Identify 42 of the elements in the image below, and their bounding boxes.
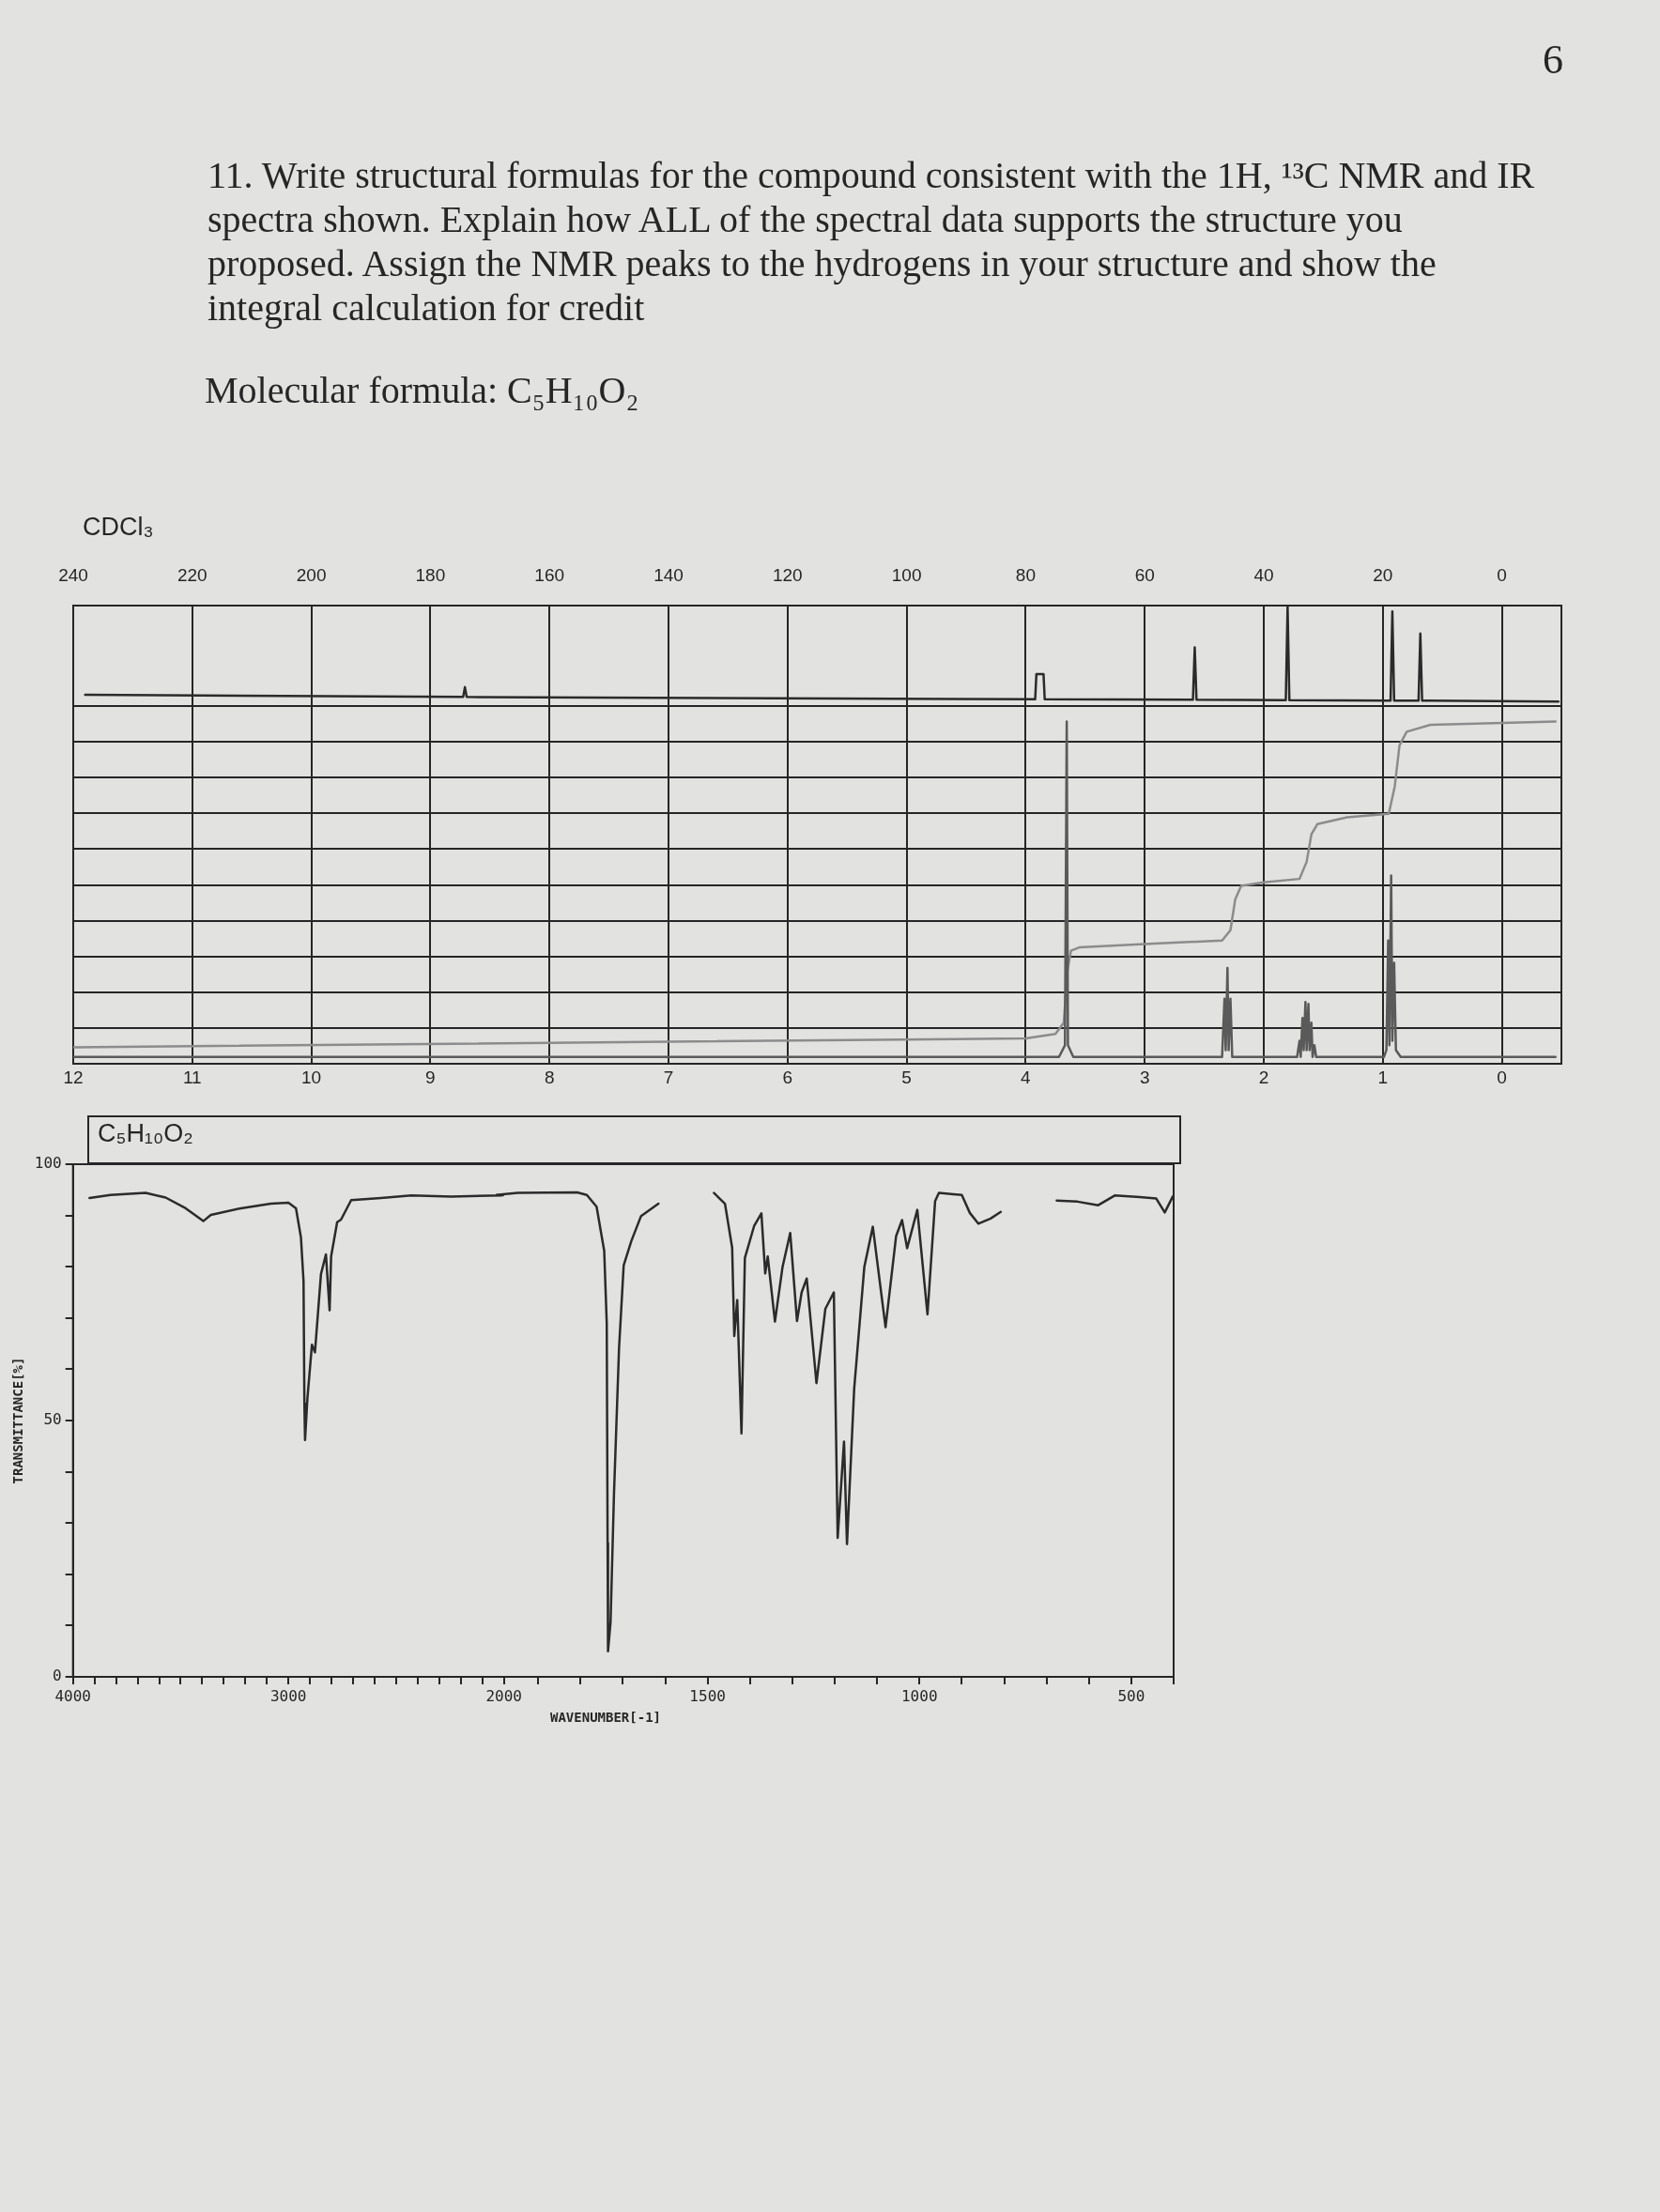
x-tick-label: 200 <box>296 564 327 585</box>
chart-subtitle: Molecular formula: C₅H₁₀O₂ <box>205 368 639 412</box>
y-axis-title: TRANSMITTANCE[%] <box>10 1357 26 1484</box>
x-tick-label: 10 <box>301 1067 322 1087</box>
y-tick-label: 100 <box>34 1154 62 1173</box>
text: 6 <box>1543 36 1563 84</box>
x-tick-label: 140 <box>653 564 684 585</box>
chart-title: 11. Write structural formulas for the compound consistent with the 1H, ¹³C NMR and IR spectra shown. Explain how ALL of the spectral data supports the structure you proposed. Assign the NMR peaks to the hydrogens in your structure and show the integral calculation for credit <box>208 153 1536 330</box>
x-tick-label: 60 <box>1134 564 1155 585</box>
x-tick-label: 100 <box>891 564 922 585</box>
x-tick-label: 4 <box>1021 1067 1032 1087</box>
x-tick-label: 11 <box>182 1067 202 1087</box>
y-tick-label: 0 <box>53 1667 62 1685</box>
x-tick-label: 1500 <box>689 1686 726 1705</box>
x-tick-label: 2000 <box>485 1686 522 1705</box>
x-tick-label: 180 <box>415 564 446 585</box>
x-tick-label: 0 <box>1497 1067 1507 1087</box>
x-tick-label: 12 <box>63 1067 84 1087</box>
x-tick-label: 4000 <box>54 1686 91 1705</box>
text: CDCl₃ <box>83 513 154 542</box>
x-tick-label: 0 <box>1497 564 1507 585</box>
x-tick-label: 220 <box>177 564 208 585</box>
x-tick-label: 20 <box>1373 564 1393 585</box>
x-tick-label: 120 <box>772 564 803 585</box>
x-tick-label: 1 <box>1377 1067 1389 1087</box>
x-tick-label: 240 <box>58 564 88 585</box>
x-tick-label: 3000 <box>269 1686 307 1705</box>
x-tick-label: 5 <box>901 1067 912 1087</box>
x-tick-label: 80 <box>1015 564 1036 585</box>
y-tick-label: 50 <box>43 1410 62 1429</box>
x-tick-label: 2 <box>1258 1067 1269 1087</box>
x-tick-label: 8 <box>544 1067 555 1087</box>
x-tick-label: 9 <box>425 1067 436 1087</box>
x-tick-label: 6 <box>782 1067 793 1087</box>
x-tick-label: 40 <box>1253 564 1274 585</box>
x-axis-title: WAVENUMBER[-1] <box>550 1709 662 1725</box>
x-tick-label: 7 <box>663 1067 674 1087</box>
x-tick-label: 160 <box>534 564 565 585</box>
x-tick-label: 1000 <box>900 1686 938 1705</box>
x-tick-label: 500 <box>1117 1686 1145 1705</box>
x-tick-label: 3 <box>1139 1067 1150 1087</box>
chart-title: C₅H₁₀O₂ <box>98 1119 193 1148</box>
